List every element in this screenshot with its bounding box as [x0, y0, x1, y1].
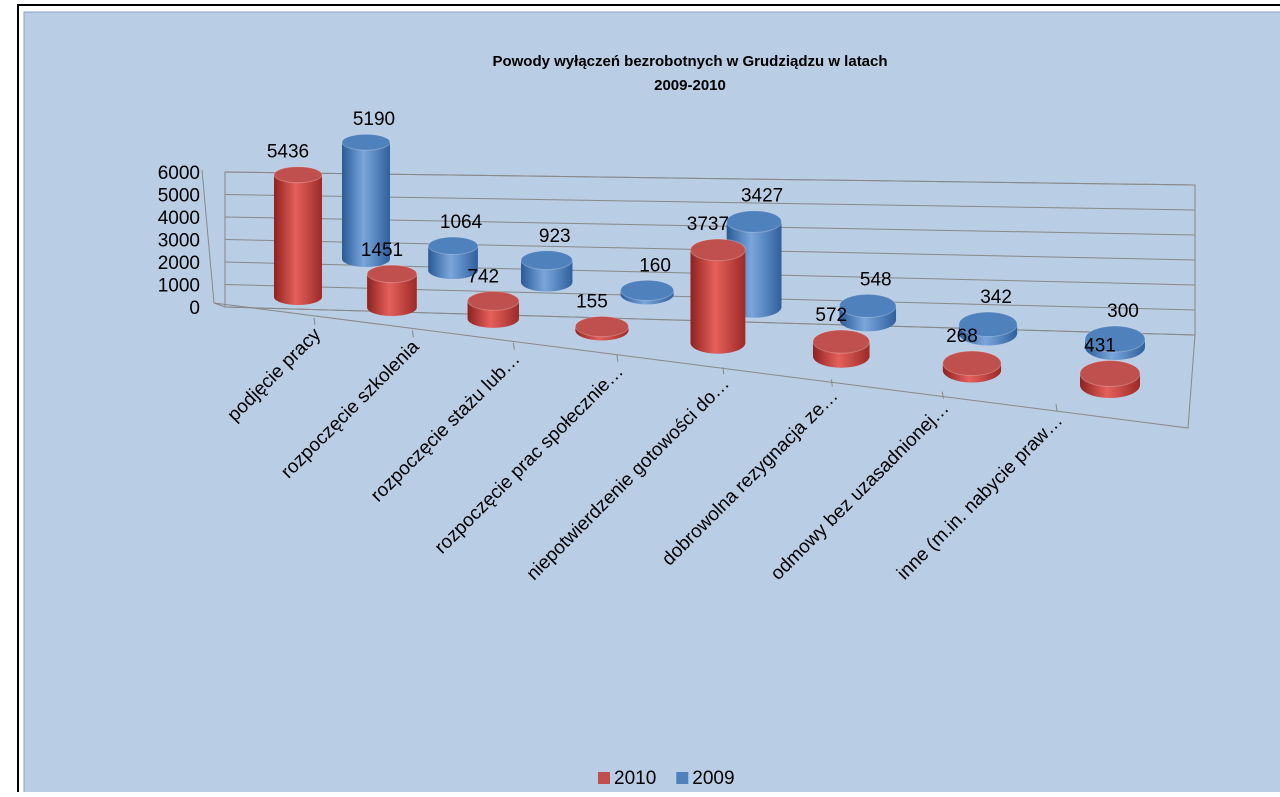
cylinder	[1079, 360, 1141, 398]
cylinder	[942, 350, 1002, 383]
data-label: 3427	[741, 186, 783, 207]
x-tick	[411, 330, 414, 338]
cylinder-top	[366, 264, 418, 284]
data-label: 431	[1084, 336, 1116, 357]
y-tick-label: 3000	[158, 231, 200, 252]
cylinder	[574, 315, 629, 341]
data-label: 5436	[267, 142, 309, 163]
cylinder-body	[367, 273, 417, 317]
cylinder-top	[689, 238, 746, 262]
cylinder	[427, 236, 479, 280]
cylinder	[838, 293, 897, 332]
cylinder-top	[726, 210, 783, 233]
y-tick-label: 5000	[158, 186, 200, 207]
data-label: 923	[539, 226, 571, 247]
data-label: 548	[860, 269, 892, 290]
cylinder	[620, 279, 675, 305]
x-tick	[616, 354, 619, 362]
x-tick	[722, 367, 725, 375]
legend-swatch	[676, 772, 689, 784]
y-tick-label: 2000	[158, 253, 200, 274]
legend-swatch	[598, 772, 610, 784]
chart-title: Powody wyłączeń bezrobotnych w Grudziądz…	[492, 53, 887, 70]
data-label: 160	[639, 255, 671, 276]
cylinder-top	[1079, 360, 1141, 388]
x-tick	[941, 391, 944, 399]
cylinder	[958, 311, 1018, 346]
legend-label: 2010	[614, 768, 656, 789]
legend-label: 2009	[692, 768, 734, 789]
y-tick-label: 1000	[158, 276, 200, 297]
data-label: 5190	[353, 109, 395, 130]
chart-subtitle: 2009-2010	[654, 77, 726, 94]
x-tick	[313, 317, 316, 326]
chart-area	[23, 11, 1280, 797]
cylinder-top	[467, 290, 520, 311]
y-tick-label: 0	[189, 298, 200, 319]
cylinder-top	[1084, 325, 1146, 353]
data-label: 342	[980, 287, 1012, 308]
cylinder-top	[341, 133, 391, 151]
data-label: 1451	[361, 240, 403, 261]
cylinder-top	[838, 293, 897, 318]
data-label: 3737	[687, 214, 729, 235]
x-tick	[830, 379, 833, 387]
cylinder-top	[620, 279, 675, 302]
cylinder-top	[574, 315, 629, 338]
data-label: 268	[946, 326, 978, 347]
cylinder-body	[342, 142, 390, 267]
cylinder	[1084, 325, 1146, 360]
cylinder-body	[428, 245, 478, 280]
data-label: 300	[1107, 301, 1139, 322]
cylinder-body	[274, 174, 322, 305]
cylinder	[467, 290, 520, 328]
data-label: 742	[467, 266, 499, 287]
data-label: 155	[576, 291, 608, 312]
cylinder-top	[520, 250, 573, 271]
cylinder-body	[690, 249, 746, 354]
cylinder	[341, 133, 391, 267]
y-axis	[201, 169, 215, 304]
y-tick-label: 4000	[158, 208, 200, 229]
cylinder-top	[958, 311, 1018, 338]
cylinder	[273, 166, 323, 305]
cylinder	[520, 250, 573, 292]
cylinder	[689, 238, 746, 354]
x-tick	[512, 342, 515, 350]
y-tick-label: 6000	[158, 163, 200, 184]
cylinder-top	[427, 236, 479, 255]
data-label: 1064	[440, 212, 483, 233]
cylinder-top	[273, 166, 323, 184]
cylinder-top	[942, 350, 1002, 377]
cylinder	[812, 329, 871, 368]
x-tick	[1055, 403, 1058, 412]
cylinder	[366, 264, 418, 317]
floor	[213, 302, 1196, 429]
cylinder-top	[812, 329, 871, 354]
data-label: 572	[815, 305, 847, 326]
